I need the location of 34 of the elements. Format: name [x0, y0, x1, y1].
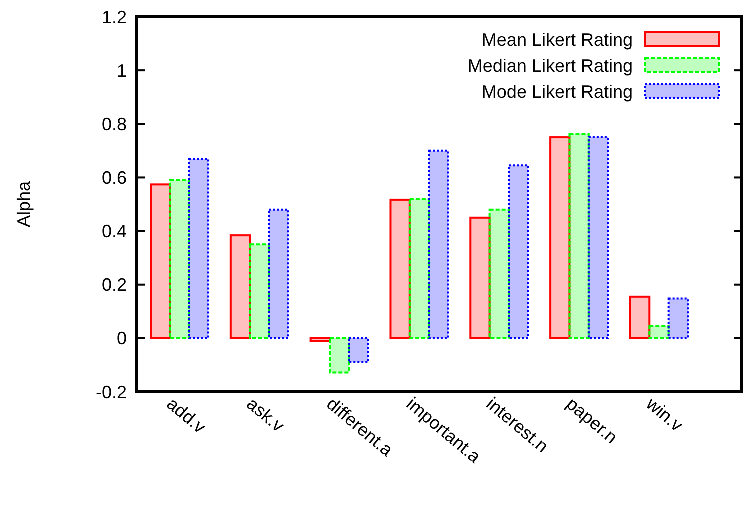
bar: [668, 298, 690, 340]
bar: [648, 325, 670, 340]
bar: [150, 184, 172, 340]
y-tick-label: 0.6: [102, 168, 127, 188]
bar: [470, 216, 491, 340]
bar: [329, 337, 350, 374]
bar: [348, 337, 370, 364]
bar: [550, 136, 571, 340]
bar: [310, 337, 331, 342]
bar: [568, 133, 590, 340]
y-tick-label: 0.8: [102, 114, 127, 134]
bar: [188, 158, 210, 340]
bar: [629, 296, 651, 340]
y-tick-label: 1.2: [102, 7, 127, 28]
bar: [508, 164, 530, 340]
bar: [268, 208, 290, 340]
y-axis-title: Alpha: [14, 180, 34, 228]
bar: [230, 234, 252, 340]
legend-label: Mode Likert Rating: [482, 82, 633, 102]
legend-label: Median Likert Rating: [468, 56, 633, 76]
bar: [169, 179, 190, 340]
y-tick-label: 0: [116, 328, 127, 349]
y-tick-label: -0.2: [96, 382, 127, 402]
bar: [408, 198, 430, 340]
y-tick-label: 0.2: [102, 275, 127, 296]
y-tick-label: 0.4: [102, 222, 127, 242]
bar: [390, 198, 411, 340]
bar: [249, 244, 270, 340]
y-tick-label: 1: [116, 60, 127, 81]
bar: [488, 208, 510, 340]
legend-label: Mean Likert Rating: [482, 30, 633, 50]
x-tick-label: ask.v: [243, 394, 288, 436]
bar: [588, 136, 610, 340]
bar: [428, 150, 450, 340]
